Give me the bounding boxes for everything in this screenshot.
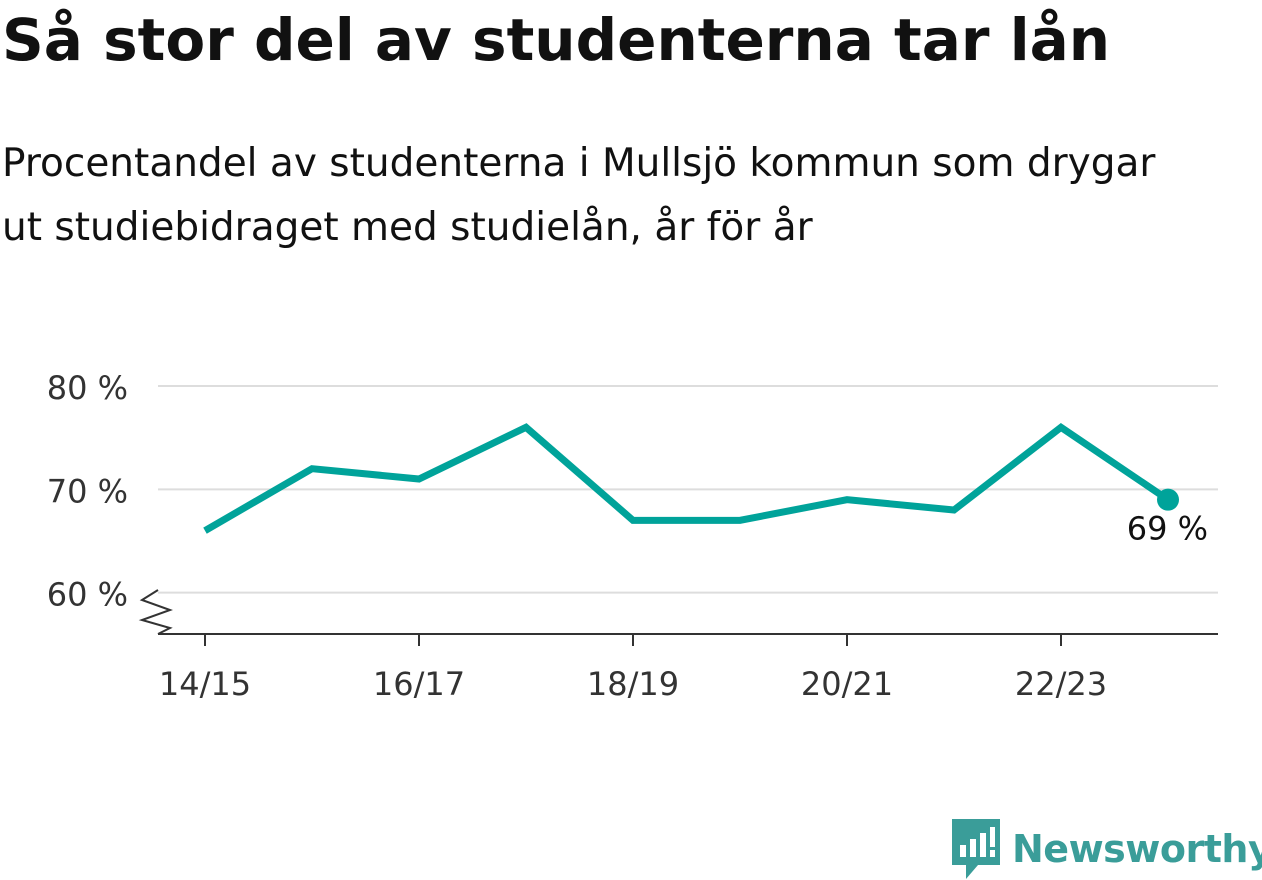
newsworthy-logo: Newsworthy [952,818,1262,880]
chart-subtitle: Procentandel av studenterna i Mullsjö ko… [2,141,1156,250]
y-tick-label: 60 % [47,576,128,614]
x-tick-label: 18/19 [587,665,679,703]
x-tick-label: 22/23 [1015,665,1107,703]
logo-text: Newsworthy [1012,827,1262,871]
last-point-label: 69 % [1127,510,1208,548]
axis-break-zigzag [138,589,173,635]
x-tick-label: 20/21 [801,665,893,703]
x-tick-label: 14/15 [159,665,251,703]
last-point-marker [1157,488,1179,511]
series-line [203,423,1170,534]
newsworthy-chart-bubble-icon [952,819,1000,879]
y-tick-label: 80 % [47,369,128,407]
y-tick-label: 70 % [47,472,128,510]
x-tick-label: 16/17 [373,665,465,703]
chart-title: Så stor del av studenterna tar lån [2,6,1111,74]
